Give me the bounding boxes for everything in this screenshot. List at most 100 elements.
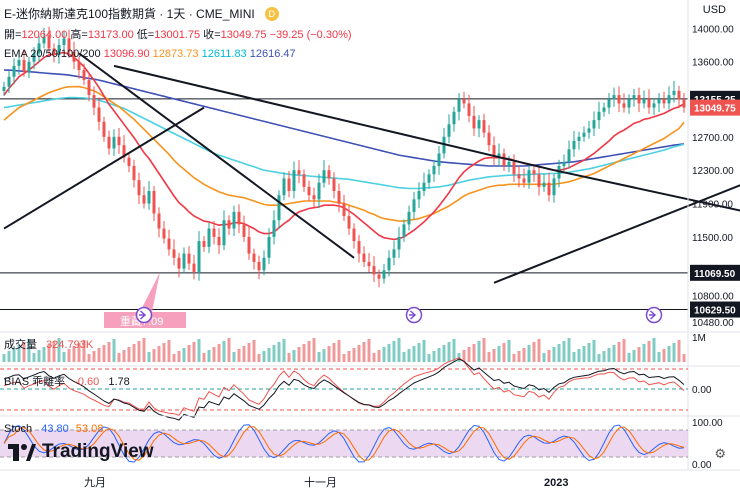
candle-body [92, 95, 96, 108]
price-tick-label: 11900.00 [692, 200, 733, 211]
volume-bar [112, 339, 116, 362]
volume-bar [92, 351, 96, 362]
stoch-label: Stoch [4, 423, 33, 435]
price-level-tag-label: 11069.50 [694, 269, 736, 280]
volume-bar [217, 344, 221, 362]
candle-body [322, 170, 326, 183]
candle-body [392, 249, 396, 258]
stoch-axis-top: 100.00 [692, 418, 723, 429]
candle-body [497, 153, 501, 158]
candle-body [57, 45, 61, 56]
volume-bar [332, 343, 336, 362]
candle-body [352, 228, 356, 242]
volume-bar [42, 347, 46, 362]
candle-body [642, 99, 646, 104]
close-value: 13049.75 [220, 29, 267, 41]
volume-bar [172, 354, 176, 362]
volume-bar [427, 354, 431, 362]
candle-body [652, 103, 656, 108]
volume-bar [62, 352, 66, 362]
candle-body [512, 161, 516, 175]
trendlines[interactable] [3, 52, 740, 284]
price-level-tag [690, 301, 740, 318]
candle-body [312, 195, 316, 200]
candle-body [262, 257, 266, 271]
high-label: 高= [70, 29, 88, 41]
candle-body [637, 95, 641, 104]
time-axis[interactable]: 九月十一月2023三月五月 [0, 469, 740, 489]
candle-body [27, 61, 31, 72]
candle-body [357, 241, 361, 254]
volume-bar [312, 338, 316, 362]
tradingview-logo[interactable]: TradingView [8, 441, 154, 463]
dividend-badge[interactable]: D [264, 7, 279, 21]
volume-bar [32, 353, 36, 362]
stoch-pane: 100.00 0.00 [0, 415, 740, 471]
candle-body [447, 124, 451, 137]
volume-bar [567, 338, 571, 362]
volume-bar [392, 341, 396, 362]
candle-body [402, 224, 406, 237]
candle-body [577, 136, 581, 141]
volume-bar [562, 341, 566, 362]
volume-bar [282, 339, 286, 362]
candle-body [327, 170, 331, 179]
candle-body [172, 249, 176, 258]
volume-bar [262, 351, 266, 362]
volume-bar [247, 343, 251, 362]
candle-body [37, 43, 41, 54]
candle-body [317, 182, 321, 200]
event-markers[interactable]: 重藏7.09 [104, 272, 663, 328]
price-tick-label: 10480.00 [692, 318, 734, 329]
volume-bar [592, 340, 596, 362]
volume-bar [432, 351, 436, 362]
candle-body [22, 60, 26, 72]
price-axis[interactable]: 14000.0013600.0013155.2512700.0012300.00… [687, 0, 740, 470]
candle-body [442, 136, 446, 154]
volume-bar [532, 342, 536, 362]
ema-legend[interactable]: EMA 20/50/100/200 13096.90 12873.73 1261… [4, 48, 296, 60]
volume-bar [487, 352, 491, 362]
volume-bar [292, 350, 296, 362]
candle-body [152, 191, 156, 214]
candle-body [477, 120, 481, 129]
candle-body [297, 170, 301, 175]
currency-label[interactable]: USD [702, 4, 726, 16]
candle-body [117, 136, 121, 146]
volume-bar [17, 345, 21, 362]
candle-body [502, 153, 506, 166]
trendline [113, 64, 555, 172]
candle-body [457, 99, 461, 112]
candle-body [422, 182, 426, 192]
candle-body [187, 253, 191, 264]
volume-bar [647, 341, 651, 362]
candle-body [522, 178, 526, 183]
candle-body [677, 90, 681, 100]
candle-body [397, 236, 401, 250]
stoch-k-value: 43.80 [41, 423, 69, 435]
volume-bar [57, 338, 61, 362]
candle-body [12, 65, 16, 77]
candle-body [542, 182, 546, 187]
price-tick-label: 14000.00 [692, 24, 734, 35]
volume-bar [452, 339, 456, 362]
volume-bar [322, 349, 326, 362]
ema200-value: 12616.47 [249, 48, 296, 60]
volume-bar [12, 348, 16, 362]
volume-bar [187, 345, 191, 362]
volume-bar [602, 351, 606, 362]
volume-bar [462, 350, 466, 362]
volume-bar [597, 354, 601, 362]
time-tick-label: 九月 [84, 476, 106, 489]
candle-body [662, 99, 666, 104]
volume-bar [642, 344, 646, 362]
volume-bar [237, 349, 241, 362]
volume-axis-label: 1M [692, 333, 706, 344]
candle-body [42, 36, 46, 44]
candle-body [137, 180, 141, 196]
candles [2, 26, 686, 288]
volume-bar [37, 350, 41, 362]
volume-bar [507, 340, 511, 362]
gear-icon[interactable]: ⚙ [714, 446, 726, 461]
